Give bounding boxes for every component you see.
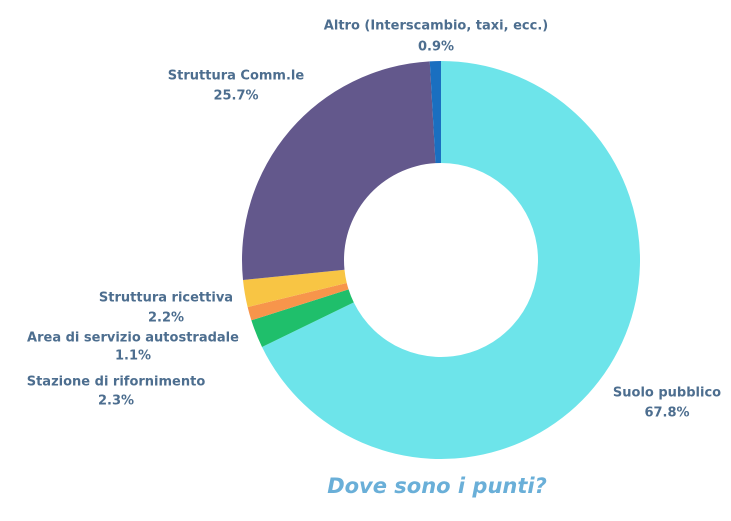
slice-label: Suolo pubblico <box>613 386 721 401</box>
slice-label: Struttura ricettiva <box>99 291 233 306</box>
donut-slice <box>247 282 349 321</box>
slice-value: 0.9% <box>418 40 454 55</box>
slice-value: 2.3% <box>98 394 134 409</box>
chart-title: Dove sono i punti? <box>327 474 547 498</box>
slice-value: 67.8% <box>644 406 689 421</box>
slice-value: 2.2% <box>148 311 184 326</box>
donut-slice <box>251 289 354 347</box>
donut-slice <box>243 269 347 308</box>
slice-label: Altro (Interscambio, taxi, ecc.) <box>324 19 548 34</box>
donut-slice <box>429 61 441 164</box>
slice-value: 25.7% <box>213 89 258 104</box>
slice-label: Stazione di rifornimento <box>27 375 206 390</box>
donut-slice <box>262 61 641 459</box>
slice-label: Struttura Comm.le <box>168 69 305 84</box>
slice-value: 1.1% <box>115 349 151 364</box>
donut-slice <box>242 61 436 280</box>
slice-label: Area di servizio autostradale <box>27 331 239 346</box>
